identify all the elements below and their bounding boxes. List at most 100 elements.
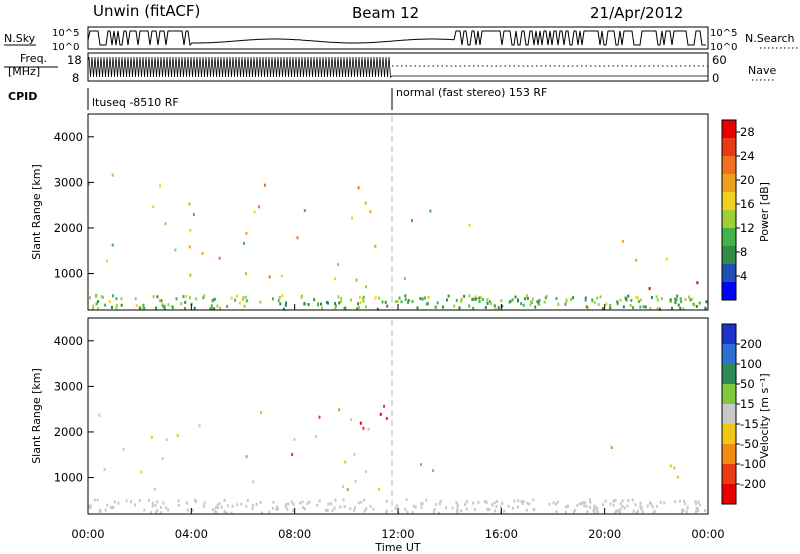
nsky-tick-bottom: 10^0 bbox=[52, 42, 79, 53]
heatmap-cell bbox=[599, 295, 602, 299]
heatmap-cell bbox=[238, 301, 241, 305]
heatmap-cell bbox=[484, 306, 487, 309]
heatmap-cell bbox=[317, 303, 320, 307]
nsearch-tick-top: 10^5 bbox=[710, 28, 737, 39]
heatmap-cell bbox=[95, 294, 97, 298]
heatmap-cell bbox=[635, 258, 638, 262]
heatmap-cell bbox=[286, 507, 289, 511]
heatmap-cell bbox=[359, 301, 362, 305]
heatmap-cell bbox=[583, 504, 586, 508]
y-tick-label: 4000 bbox=[54, 130, 83, 144]
heatmap-cell bbox=[369, 504, 372, 508]
heatmap-cell bbox=[473, 508, 476, 512]
heatmap-cell bbox=[210, 304, 213, 308]
heatmap-cell bbox=[358, 296, 361, 299]
heatmap-cell bbox=[596, 296, 599, 300]
heatmap-cell bbox=[135, 304, 138, 308]
heatmap-cell bbox=[543, 300, 546, 304]
heatmap-cell bbox=[150, 511, 152, 515]
station-title: Unwin (fitACF) bbox=[93, 2, 200, 20]
heatmap-cell bbox=[635, 511, 638, 515]
heatmap-cell bbox=[91, 307, 94, 311]
heatmap-cell bbox=[337, 263, 339, 267]
colorbar-swatch bbox=[722, 282, 736, 301]
colorbar-swatch bbox=[722, 228, 736, 247]
heatmap-cell bbox=[159, 184, 162, 188]
y-tick-label: 2000 bbox=[54, 221, 83, 235]
heatmap-cell bbox=[163, 304, 166, 308]
heatmap-cell bbox=[327, 502, 330, 506]
heatmap-cell bbox=[669, 299, 672, 303]
nave-tick-top: 60 bbox=[712, 53, 727, 67]
heatmap-cell bbox=[293, 437, 296, 441]
heatmap-cell bbox=[240, 502, 243, 506]
heatmap-cell bbox=[271, 507, 274, 510]
heatmap-cell bbox=[142, 303, 145, 307]
heatmap-cell bbox=[364, 305, 367, 309]
heatmap-cell bbox=[184, 300, 187, 304]
heatmap-cell bbox=[438, 511, 440, 515]
heatmap-cell bbox=[236, 503, 239, 507]
colorbar-tick-label: 20 bbox=[740, 173, 755, 187]
heatmap-cell bbox=[695, 506, 698, 510]
heatmap-cell bbox=[642, 305, 645, 309]
heatmap-cell bbox=[162, 501, 165, 505]
colorbar-swatch bbox=[722, 264, 736, 283]
heatmap-cell bbox=[216, 503, 219, 507]
heatmap-cell bbox=[693, 303, 696, 307]
heatmap-cell bbox=[465, 507, 468, 511]
colorbar-tick-label: 50 bbox=[740, 377, 755, 391]
heatmap-cell bbox=[180, 302, 183, 306]
heatmap-cell bbox=[365, 285, 368, 289]
heatmap-cell bbox=[520, 302, 523, 305]
heatmap-cell bbox=[154, 503, 157, 507]
heatmap-cell bbox=[421, 297, 424, 301]
heatmap-cell bbox=[117, 501, 120, 505]
heatmap-cell bbox=[301, 500, 304, 504]
heatmap-cell bbox=[584, 298, 587, 302]
heatmap-cell bbox=[264, 183, 266, 187]
heatmap-cell bbox=[268, 275, 271, 279]
heatmap-cell bbox=[251, 507, 254, 510]
heatmap-cell bbox=[659, 307, 661, 311]
heatmap-cell bbox=[252, 480, 255, 484]
heatmap-cell bbox=[97, 300, 99, 304]
heatmap-cell bbox=[501, 304, 504, 308]
nave-label: Nave bbox=[748, 64, 776, 77]
heatmap-cell bbox=[218, 502, 221, 506]
heatmap-cell bbox=[436, 301, 439, 305]
heatmap-cell bbox=[111, 173, 114, 177]
heatmap-cell bbox=[308, 500, 311, 504]
y-tick-label: 2000 bbox=[54, 425, 83, 439]
colorbar-tick-label: -15 bbox=[740, 417, 759, 431]
heatmap-cell bbox=[213, 307, 216, 311]
heatmap-cell bbox=[438, 502, 441, 506]
heatmap-cell bbox=[161, 457, 164, 460]
heatmap-cell bbox=[285, 503, 288, 506]
heatmap-cell bbox=[485, 500, 488, 504]
freq-label-line1: Freq. bbox=[20, 52, 47, 65]
heatmap-cell bbox=[685, 510, 688, 514]
heatmap-cell bbox=[473, 297, 476, 301]
y-tick-label: 1000 bbox=[54, 471, 83, 485]
heatmap-cell bbox=[88, 505, 91, 508]
colorbar-tick-label: 15 bbox=[740, 397, 755, 411]
heatmap-cell bbox=[92, 304, 95, 308]
heatmap-cell bbox=[513, 499, 516, 503]
heatmap-cell bbox=[301, 294, 303, 298]
heatmap-cell bbox=[679, 297, 682, 301]
heatmap-cell bbox=[648, 501, 651, 505]
freq-line bbox=[87, 56, 708, 78]
heatmap-cell bbox=[167, 508, 170, 512]
heatmap-cell bbox=[363, 498, 366, 502]
y-tick-label: 3000 bbox=[54, 175, 83, 189]
heatmap-cell bbox=[583, 501, 586, 505]
heatmap-cell bbox=[490, 302, 493, 306]
heatmap-cell bbox=[275, 508, 278, 511]
heatmap-cell bbox=[338, 301, 341, 305]
heatmap-cell bbox=[242, 296, 245, 299]
heatmap-cell bbox=[115, 306, 118, 310]
heatmap-cell bbox=[223, 510, 226, 513]
freq-trace bbox=[87, 56, 708, 78]
heatmap-cell bbox=[636, 296, 639, 300]
